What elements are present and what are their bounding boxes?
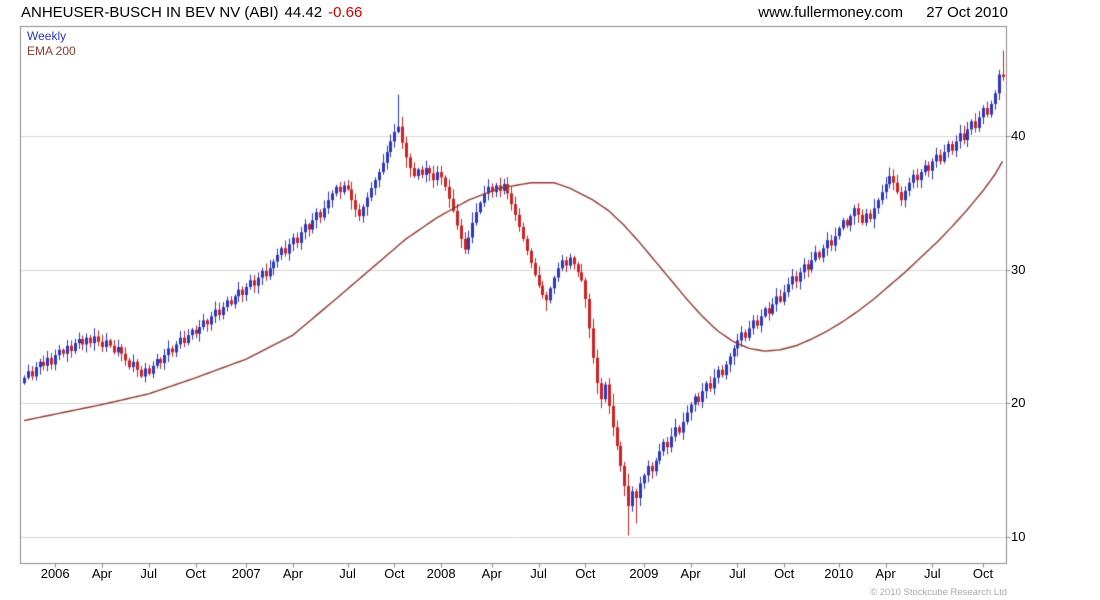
y-axis-label: 40 xyxy=(1011,128,1026,144)
legend-weekly: Weekly xyxy=(27,29,67,43)
x-axis-label: Oct xyxy=(575,566,596,581)
x-axis-label: Oct xyxy=(972,566,994,581)
x-axis-label: Apr xyxy=(481,566,502,581)
y-axis-label: 20 xyxy=(1011,395,1026,411)
copyright-notice: © 2010 Stockcube Research Ltd xyxy=(870,587,1007,598)
x-axis-label: Jul xyxy=(140,566,158,581)
stock-price: 44.42 xyxy=(284,4,323,21)
stock-title: ANHEUSER-BUSCH IN BEV NV (ABI) xyxy=(21,4,279,21)
header-bar: ANHEUSER-BUSCH IN BEV NV (ABI) 44.42 -0.66 xyxy=(21,4,362,21)
x-axis-label: 2007 xyxy=(231,566,261,581)
x-axis-label: Apr xyxy=(875,566,896,581)
chart-legend: Weekly EMA 200 xyxy=(27,29,76,59)
y-axis-label: 30 xyxy=(1011,261,1026,277)
y-axis-label: 10 xyxy=(1011,528,1026,544)
x-axis-label: 2009 xyxy=(629,566,659,581)
x-axis-label: Apr xyxy=(680,566,701,581)
x-axis-label: 2008 xyxy=(426,566,456,581)
x-axis-label: 2010 xyxy=(824,566,854,581)
x-axis-label: 2006 xyxy=(40,566,70,581)
x-axis-label: Jul xyxy=(924,566,941,581)
x-axis-label: Apr xyxy=(282,566,304,581)
x-axis-label: Oct xyxy=(384,566,405,581)
x-axis-label: Jul xyxy=(339,566,356,581)
x-axis-label: Jul xyxy=(729,566,746,581)
website-label: www.fullermoney.com xyxy=(758,4,903,21)
x-axis-label: Oct xyxy=(185,566,206,581)
x-axis-label: Oct xyxy=(774,566,795,581)
x-axis-label: Jul xyxy=(530,566,547,581)
stock-change: -0.66 xyxy=(328,4,363,21)
date-label: 27 Oct 2010 xyxy=(926,4,1008,21)
legend-ema-200: EMA 200 xyxy=(27,44,76,58)
x-axis-label: Apr xyxy=(91,566,113,581)
